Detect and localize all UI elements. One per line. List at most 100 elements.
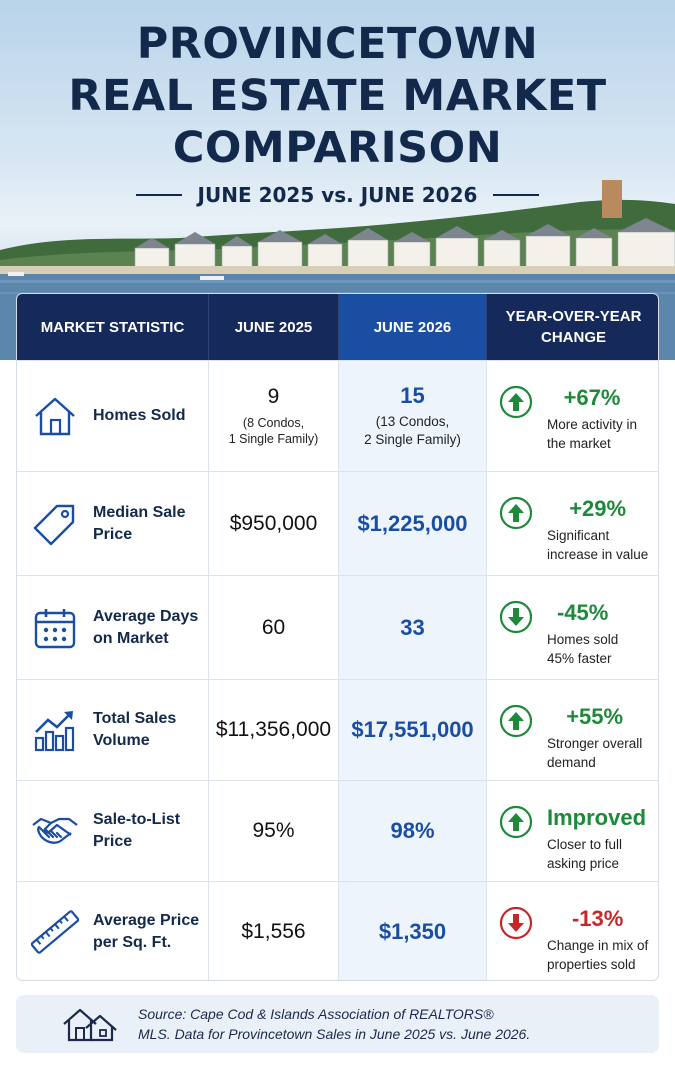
change-note: Homes sold 45% faster — [547, 630, 618, 668]
june-2026-cell: $1,350 — [339, 882, 487, 980]
june-2025-value: $1,556 — [241, 920, 306, 943]
arrow-down-icon — [499, 906, 533, 940]
table-row: Average Days on Market 60 33 -45% Homes … — [17, 575, 658, 679]
table-header: MARKET STATISTIC JUNE 2025 JUNE 2026 YEA… — [17, 294, 658, 360]
calendar-icon — [34, 608, 76, 648]
june-2025-cell: $1,556 — [209, 882, 339, 980]
note-line: Stronger overall — [547, 736, 643, 751]
label-line: Average Days — [93, 607, 199, 625]
june-2025-cell: $11,356,000 — [209, 680, 339, 780]
stat-cell: Average Price per Sq. Ft. — [17, 882, 209, 980]
table-row: Sale-to-List Price 95% 98% Improved Clos… — [17, 780, 658, 881]
change-cell: +29% Significant increase in value — [487, 472, 658, 575]
label-line: Total Sales — [93, 710, 177, 727]
change-cell: -13% Change in mix of properties sold — [487, 882, 658, 980]
june-2026-cell: $1,225,000 — [339, 472, 487, 575]
table-row: Total Sales Volume $11,356,000 $17,551,0… — [17, 679, 658, 780]
header-market-statistic: MARKET STATISTIC — [17, 294, 209, 360]
source-line-2: MLS. Data for Provincetown Sales in June… — [138, 1026, 531, 1042]
header-june-2025: JUNE 2025 — [209, 294, 339, 360]
june-2026-note: (13 Condos, 2 Single Family) — [364, 413, 461, 449]
june-2025-value: $11,356,000 — [215, 718, 332, 741]
label-line: on Market — [93, 629, 169, 647]
june-2026-cell: 33 — [339, 576, 487, 679]
note-line: increase in value — [547, 547, 649, 562]
houses-icon — [63, 1008, 117, 1042]
june-2026-cell: 15 (13 Condos, 2 Single Family) — [339, 361, 487, 471]
table-row: Median Sale Price $950,000 $1,225,000 +2… — [17, 471, 658, 575]
note-line: Homes sold — [547, 632, 619, 647]
source-footer: Source: Cape Cod & Islands Association o… — [16, 995, 659, 1053]
stat-cell: Median Sale Price — [17, 472, 209, 575]
change-note: Stronger overall demand — [547, 734, 642, 772]
arrow-up-icon — [499, 704, 533, 738]
header-yoy-line-1: YEAR-OVER-YEAR — [505, 308, 642, 325]
change-value: +67% — [563, 385, 621, 410]
stat-label: Average Price per Sq. Ft. — [93, 910, 208, 954]
change-cell: +67% More activity in the market — [487, 361, 658, 471]
note-line: Closer to full — [547, 837, 623, 852]
note-line: asking price — [547, 856, 620, 871]
arrow-up-icon — [499, 805, 533, 839]
title-line-3: COMPARISON — [172, 123, 503, 173]
change-note: Change in mix of properties sold — [547, 936, 648, 974]
handshake-icon — [32, 817, 78, 844]
note-line: (8 Condos, — [242, 416, 305, 430]
label-line: Average Price — [93, 912, 200, 929]
label-line: Sale-to-List — [93, 811, 181, 828]
title-line-2: REAL ESTATE MARKET — [68, 71, 607, 121]
note-line: demand — [547, 755, 596, 770]
house-icon — [35, 397, 75, 436]
note-line: 2 Single Family) — [364, 432, 461, 447]
june-2025-value: 60 — [261, 615, 286, 639]
june-2026-cell: 98% — [339, 781, 487, 881]
table-row: Average Price per Sq. Ft. $1,556 $1,350 … — [17, 881, 658, 980]
june-2026-column-highlight — [339, 294, 487, 980]
june-2025-cell: 9 (8 Condos, 1 Single Family) — [209, 361, 339, 471]
stat-cell: Sale-to-List Price — [17, 781, 209, 881]
june-2026-value: $1,350 — [378, 919, 447, 944]
june-2026-value: 98% — [390, 818, 435, 843]
note-line: 45% faster — [547, 651, 612, 666]
page-title: PROVINCETOWN REAL ESTATE MARKET COMPARIS… — [0, 18, 675, 174]
stat-label: Sale-to-List Price — [93, 809, 208, 853]
june-2025-value: 95% — [252, 819, 295, 842]
change-cell: -45% Homes sold 45% faster — [487, 576, 658, 679]
header-june-2026: JUNE 2026 — [339, 294, 487, 360]
change-value: Improved — [547, 805, 647, 830]
note-line: Change in mix of — [547, 938, 649, 953]
change-note: Closer to full asking price — [547, 835, 646, 873]
june-2026-value: 33 — [400, 614, 425, 640]
june-2025-cell: 95% — [209, 781, 339, 881]
june-2025-value: $950,000 — [229, 511, 318, 535]
source-line-1: Source: Cape Cod & Islands Association o… — [138, 1006, 494, 1022]
price-tag-icon — [33, 504, 75, 545]
stat-label: Homes Sold — [93, 407, 186, 424]
change-note: Significant increase in value — [547, 526, 648, 564]
change-value: -13% — [571, 906, 624, 931]
june-2026-cell: $17,551,000 — [339, 680, 487, 780]
stat-cell: Average Days on Market — [17, 576, 209, 679]
note-line: More activity in — [547, 417, 638, 432]
label-line: Median Sale — [93, 503, 186, 521]
change-note: More activity in the market — [547, 415, 637, 453]
stat-label: Total Sales Volume — [93, 708, 208, 752]
note-line: properties sold — [547, 957, 636, 972]
subtitle-rule-right — [493, 194, 540, 196]
subtitle-row: JUNE 2025 vs. JUNE 2026 — [0, 180, 675, 210]
subtitle: JUNE 2025 vs. JUNE 2026 — [197, 183, 478, 207]
change-cell: Improved Closer to full asking price — [487, 781, 658, 881]
june-2025-cell: 60 — [209, 576, 339, 679]
label-line: per Sq. Ft. — [93, 934, 172, 951]
stat-label: Average Days on Market — [93, 606, 208, 650]
arrow-up-icon — [499, 385, 533, 419]
title-line-1: PROVINCETOWN — [136, 19, 539, 69]
note-line: 1 Single Family) — [228, 432, 319, 446]
bar-chart-icon — [34, 711, 75, 752]
june-2026-value: $1,225,000 — [357, 510, 468, 536]
source-text: Source: Cape Cod & Islands Association o… — [138, 1004, 530, 1044]
note-line: the market — [547, 436, 611, 451]
label-line: Price — [93, 833, 133, 850]
stat-cell: Homes Sold — [17, 361, 209, 471]
june-2025-value: 9 — [267, 385, 280, 408]
